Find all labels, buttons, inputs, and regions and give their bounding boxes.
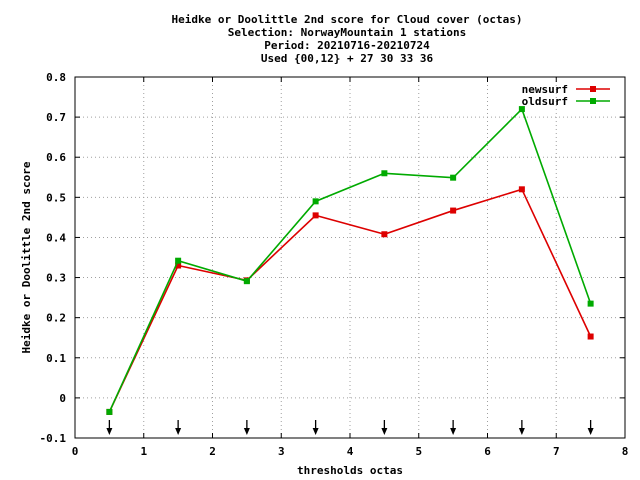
y-tick-label: -0.1: [40, 432, 67, 445]
data-point-oldsurf: [106, 408, 113, 415]
title-line-1: Heidke or Doolittle 2nd score for Cloud …: [172, 13, 523, 26]
y-tick-label: 0.5: [46, 191, 66, 204]
data-point-oldsurf: [312, 198, 319, 205]
data-point-newsurf: [175, 262, 182, 269]
y-tick-label: 0.8: [46, 71, 66, 84]
x-tick-label: 0: [72, 445, 79, 458]
title-line-2: Selection: NorwayMountain 1 stations: [228, 26, 466, 39]
data-point-oldsurf: [175, 257, 182, 264]
grid-lines: [75, 77, 625, 438]
data-point-oldsurf: [518, 106, 525, 113]
y-axis-label: Heidke or Doolittle 2nd score: [20, 161, 33, 353]
legend-label-oldsurf: oldsurf: [522, 95, 568, 108]
legend-marker-oldsurf: [590, 98, 596, 104]
threshold-arrow-head: [312, 428, 319, 435]
data-point-newsurf: [381, 231, 388, 238]
y-axis-ticks: -0.1 0 0.1 0.2 0.3 0.4 0.5 0.6 0.7 0.8: [40, 71, 625, 445]
data-point-oldsurf: [243, 278, 250, 285]
x-axis-label: thresholds octas: [297, 464, 403, 477]
chart-title: Heidke or Doolittle 2nd score for Cloud …: [172, 13, 523, 65]
threshold-arrows: [106, 420, 594, 435]
y-tick-label: 0.2: [46, 312, 66, 325]
series-line-oldsurf: [108, 107, 592, 413]
x-tick-label: 4: [347, 445, 354, 458]
threshold-arrow-head: [243, 428, 250, 435]
x-tick-label: 7: [553, 445, 560, 458]
threshold-arrow-head: [175, 428, 182, 435]
x-tick-label: 6: [484, 445, 491, 458]
x-tick-label: 3: [278, 445, 285, 458]
title-line-4: Used {00,12} + 27 30 33 36: [261, 52, 434, 65]
x-tick-label: 2: [209, 445, 216, 458]
threshold-arrow-head: [587, 428, 594, 435]
x-tick-label: 1: [140, 445, 147, 458]
y-tick-label: 0.1: [46, 352, 66, 365]
data-point-oldsurf: [450, 174, 457, 181]
x-axis-ticks: 0 1 2 3 4 5 6 7 8: [72, 77, 629, 458]
data-point-newsurf: [312, 212, 319, 219]
threshold-arrow-head: [381, 428, 388, 435]
series-lines: [106, 106, 594, 415]
y-tick-label: 0.7: [46, 111, 66, 124]
series-line-newsurf: [108, 188, 592, 413]
data-point-newsurf: [587, 333, 594, 340]
legend-marker-newsurf: [590, 86, 596, 92]
data-point-oldsurf: [587, 300, 594, 307]
y-tick-label: 0.6: [46, 151, 66, 164]
threshold-arrow-head: [518, 428, 525, 435]
legend-label-newsurf: newsurf: [522, 83, 568, 96]
x-tick-label: 8: [622, 445, 629, 458]
data-point-oldsurf: [381, 170, 388, 177]
threshold-arrow-head: [450, 428, 457, 435]
y-tick-label: 0: [59, 392, 66, 405]
y-tick-label: 0.3: [46, 272, 66, 285]
threshold-arrow-head: [106, 428, 113, 435]
x-tick-label: 5: [415, 445, 422, 458]
y-tick-label: 0.4: [46, 231, 66, 244]
title-line-3: Period: 20210716-20210724: [264, 39, 430, 52]
data-point-newsurf: [518, 186, 525, 193]
data-point-newsurf: [450, 207, 457, 214]
